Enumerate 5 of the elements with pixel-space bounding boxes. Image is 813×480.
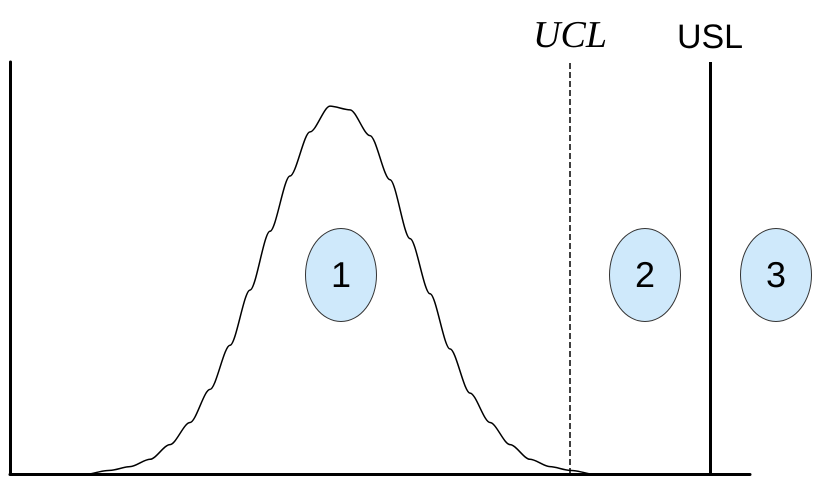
numbered-ellipse: 1 [305, 228, 377, 322]
numbered-ellipse: 3 [740, 228, 812, 322]
numbered-ellipse: 2 [609, 228, 681, 322]
text: UCL [533, 14, 607, 56]
text: USL [676, 18, 744, 56]
